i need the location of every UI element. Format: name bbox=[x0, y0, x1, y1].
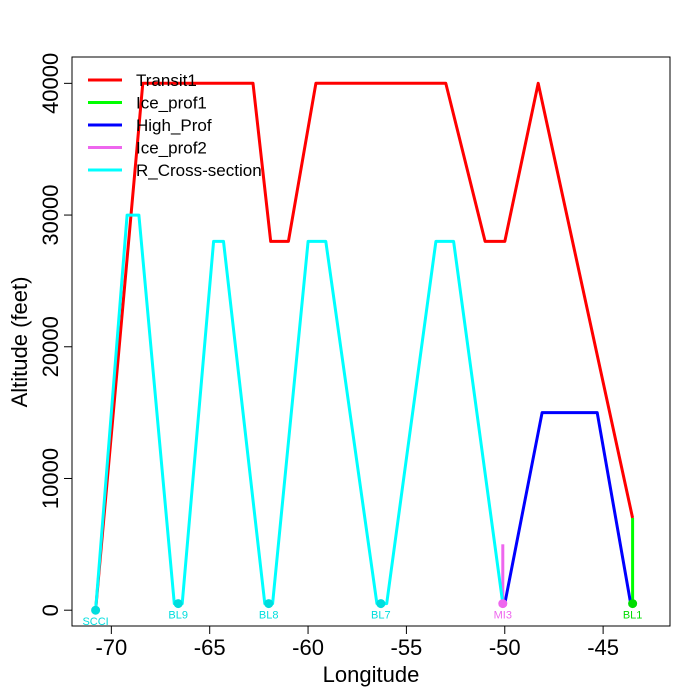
x-axis-title: Longitude bbox=[323, 662, 420, 687]
x-tick-label: -65 bbox=[194, 635, 226, 660]
waypoint-label: MI3 bbox=[494, 610, 512, 622]
x-axis: -70 -65 -60 -55 -50 -45 bbox=[95, 625, 619, 660]
legend-entry: Ice_prof2 bbox=[136, 139, 207, 158]
legend-entry: High_Prof bbox=[136, 116, 212, 135]
x-tick-label: -45 bbox=[587, 635, 619, 660]
waypoint-marker bbox=[376, 599, 386, 609]
y-axis-title: Altitude (feet) bbox=[7, 277, 32, 408]
waypoint-label: BL1 bbox=[623, 610, 643, 622]
y-axis: 0 10000 20000 30000 40000 bbox=[38, 53, 73, 616]
waypoint-marker bbox=[628, 599, 638, 609]
x-tick-label: -60 bbox=[292, 635, 324, 660]
x-tick-label: -55 bbox=[391, 635, 423, 660]
waypoint-marker bbox=[498, 599, 508, 609]
x-tick-label: -70 bbox=[95, 635, 127, 660]
y-tick-label: 20000 bbox=[38, 316, 63, 377]
y-tick-label: 30000 bbox=[38, 184, 63, 245]
legend-entry: Ice_prof1 bbox=[136, 94, 207, 113]
series-line-high-prof bbox=[503, 411, 633, 604]
y-tick-label: 0 bbox=[38, 604, 63, 616]
waypoint-marker bbox=[264, 599, 274, 609]
waypoint-label: BL7 bbox=[371, 610, 391, 622]
legend: Transit1 Ice_prof1 High_Prof Ice_prof2 R_Cro… bbox=[88, 71, 262, 180]
legend-entry: Transit1 bbox=[136, 71, 197, 90]
legend-entry: R_Cross-section bbox=[136, 161, 262, 180]
x-tick-label: -50 bbox=[489, 635, 521, 660]
waypoint-marker bbox=[91, 605, 101, 615]
y-tick-label: 40000 bbox=[38, 53, 63, 114]
waypoint-label: BL9 bbox=[168, 610, 188, 622]
waypoint-layer: SCCI BL9 BL8 BL7 MI3 BL1 bbox=[82, 599, 642, 628]
series-line-r-cross-section bbox=[94, 213, 505, 611]
y-tick-label: 10000 bbox=[38, 448, 63, 509]
series-line-transit1 bbox=[94, 81, 635, 611]
waypoint-marker bbox=[173, 599, 183, 609]
waypoint-label: BL8 bbox=[259, 610, 279, 622]
waypoint-label: SCCI bbox=[82, 616, 108, 628]
